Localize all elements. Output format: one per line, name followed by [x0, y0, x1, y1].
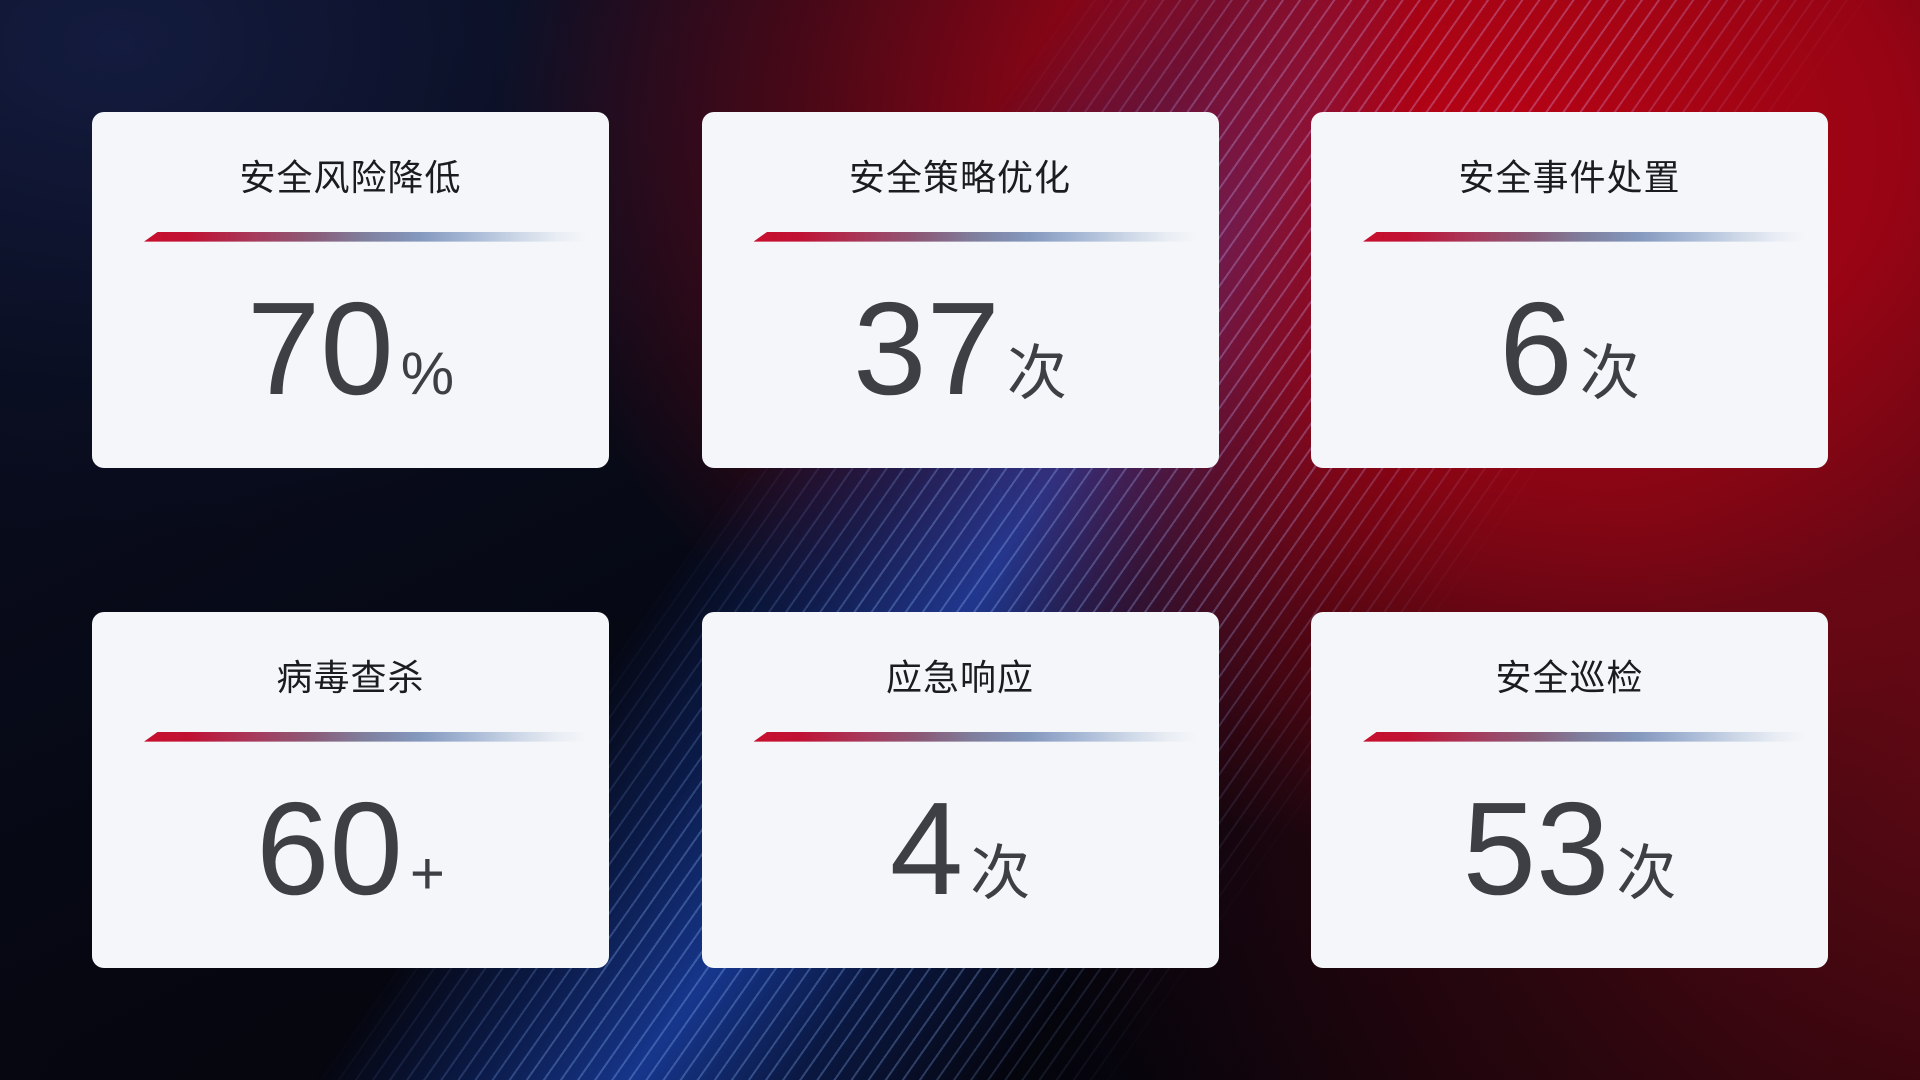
- stat-card-title: 安全风险降低: [239, 157, 462, 198]
- stat-value-row: 60 +: [92, 742, 609, 968]
- stat-value: 60: [256, 774, 403, 922]
- stat-value-row: 70 %: [92, 242, 609, 468]
- stat-unit: 次: [970, 839, 1031, 907]
- stat-unit: 次: [1006, 339, 1067, 407]
- gradient-divider: [144, 731, 587, 742]
- gradient-divider: [144, 231, 587, 242]
- stat-value-group: 4 次: [889, 774, 1031, 922]
- gradient-divider: [1363, 731, 1806, 742]
- stat-value: 4: [889, 774, 964, 922]
- stat-value-group: 53 次: [1462, 774, 1677, 922]
- stat-value: 6: [1499, 274, 1573, 422]
- stat-value-row: 37 次: [702, 242, 1219, 468]
- stat-card-title: 安全事件处置: [1458, 157, 1681, 198]
- gradient-divider: [1363, 231, 1806, 242]
- stat-value-row: 6 次: [1311, 242, 1828, 468]
- stat-card-incident-handling: 安全事件处置 6 次: [1311, 112, 1828, 468]
- stat-unit: 次: [1616, 839, 1677, 907]
- stat-value: 70: [246, 274, 394, 422]
- stat-unit: %: [400, 339, 455, 407]
- stat-card-policy-optimization: 安全策略优化 37 次: [701, 112, 1219, 468]
- stat-card-title: 安全巡检: [1495, 657, 1644, 698]
- stat-card-virus-scan: 病毒查杀 60 +: [92, 612, 609, 968]
- stat-unit: +: [409, 839, 445, 907]
- stat-value-group: 70 %: [246, 274, 455, 422]
- stat-card-title: 病毒查杀: [276, 657, 425, 698]
- stat-value-row: 4 次: [702, 742, 1219, 968]
- gradient-divider: [753, 231, 1197, 242]
- stat-card-security-inspection: 安全巡检 53 次: [1311, 612, 1828, 968]
- stat-value-group: 60 +: [256, 774, 445, 922]
- gradient-divider: [753, 731, 1197, 742]
- stat-value-group: 6 次: [1499, 274, 1640, 422]
- stat-card-title: 安全策略优化: [848, 157, 1071, 198]
- stat-value: 37: [853, 274, 1000, 422]
- stat-card-title: 应急响应: [885, 657, 1034, 698]
- stat-card-risk-reduction: 安全风险降低 70 %: [92, 112, 609, 468]
- stat-value: 53: [1462, 774, 1610, 922]
- stat-value-row: 53 次: [1311, 742, 1828, 968]
- stat-unit: 次: [1579, 339, 1640, 407]
- stat-card-emergency-response: 应急响应 4 次: [701, 612, 1219, 968]
- stat-value-group: 37 次: [853, 274, 1067, 422]
